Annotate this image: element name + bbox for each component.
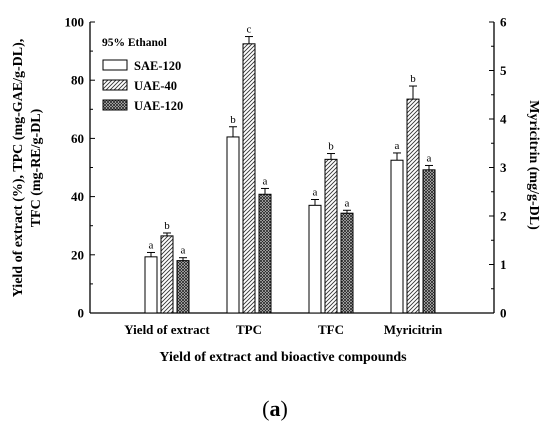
bar-sae-120 [226, 136, 240, 314]
y-right-tick-label: 4 [500, 112, 507, 127]
y-right-tick-label: 0 [500, 306, 507, 321]
significance-label: b [410, 73, 416, 85]
significance-label: a [427, 152, 432, 164]
y-axis-right-title: Myricitrin (mg/g-DL) [526, 100, 541, 230]
bar-chart: 0 20 40 60 80 100 0 1 2 3 4 5 6 Yield of extract TPC TF… [11, 15, 541, 366]
caption-letter: a [269, 396, 281, 421]
bar-sae-120 [390, 159, 404, 314]
significance-label: a [149, 239, 154, 251]
caption-close-paren: ) [280, 396, 288, 421]
significance-label: c [247, 24, 252, 36]
caption-open-paren: ( [262, 396, 270, 421]
legend-swatch-uae-40 [102, 79, 128, 91]
significance-label: a [263, 175, 268, 187]
x-category-label: TFC [318, 322, 344, 337]
bar-uae-120 [258, 193, 272, 314]
bar-sae-120 [144, 256, 158, 314]
y-right-tick-label: 5 [500, 63, 507, 78]
significance-label: a [181, 245, 186, 257]
significance-label: a [313, 187, 318, 199]
y-left-tick-label: 60 [71, 131, 84, 146]
y-left-tick-label: 40 [71, 189, 84, 204]
figure-caption: (a) [0, 396, 550, 422]
legend-swatch-uae-120 [102, 99, 128, 111]
x-category-label: Yield of extract [124, 322, 210, 337]
x-category-label: Myricitrin [384, 322, 443, 337]
significance-label: a [345, 197, 350, 209]
significance-label: b [164, 220, 170, 232]
ticks-group: 0 20 40 60 80 100 0 1 2 3 4 5 6 Yield of extract TPC TF… [65, 15, 508, 338]
x-axis-title: Yield of extract and bioactive compounds [159, 350, 407, 365]
bar-sae-120 [308, 204, 322, 314]
bar-uae-120 [176, 260, 190, 314]
bar-uae-40 [324, 158, 338, 314]
legend-swatch-sae-120 [102, 59, 128, 71]
y-left-tick-label: 100 [65, 15, 85, 30]
y-left-tick-label: 80 [71, 73, 84, 88]
significance-label: a [395, 140, 400, 152]
legend: 95% Ethanol SAE-120 UAE-40 UAE-120 [102, 37, 183, 113]
y-left-tick-label: 0 [78, 306, 85, 321]
bar-uae-120 [422, 169, 436, 314]
y-axis-left-title-line1: Yield of extract (%), TPC (mg-GAE/g-DL), [11, 39, 26, 298]
y-right-tick-label: 1 [500, 257, 507, 272]
bar-uae-40 [406, 98, 420, 314]
legend-label: UAE-120 [134, 99, 183, 113]
bar-uae-40 [160, 235, 174, 314]
y-left-tick-label: 20 [71, 247, 84, 262]
legend-label: UAE-40 [134, 79, 177, 93]
bar-uae-120 [340, 212, 354, 314]
y-right-tick-label: 3 [500, 160, 507, 175]
significance-label: b [328, 141, 334, 153]
y-right-tick-label: 6 [500, 15, 507, 30]
significance-label: b [230, 114, 236, 126]
legend-label: SAE-120 [134, 59, 181, 73]
legend-title: 95% Ethanol [102, 37, 167, 49]
y-axis-left-title-line2: TFC (mg-RE/g-DL) [29, 108, 44, 227]
bar-uae-40 [242, 43, 256, 314]
x-category-label: TPC [236, 322, 262, 337]
y-right-tick-label: 2 [500, 209, 507, 224]
